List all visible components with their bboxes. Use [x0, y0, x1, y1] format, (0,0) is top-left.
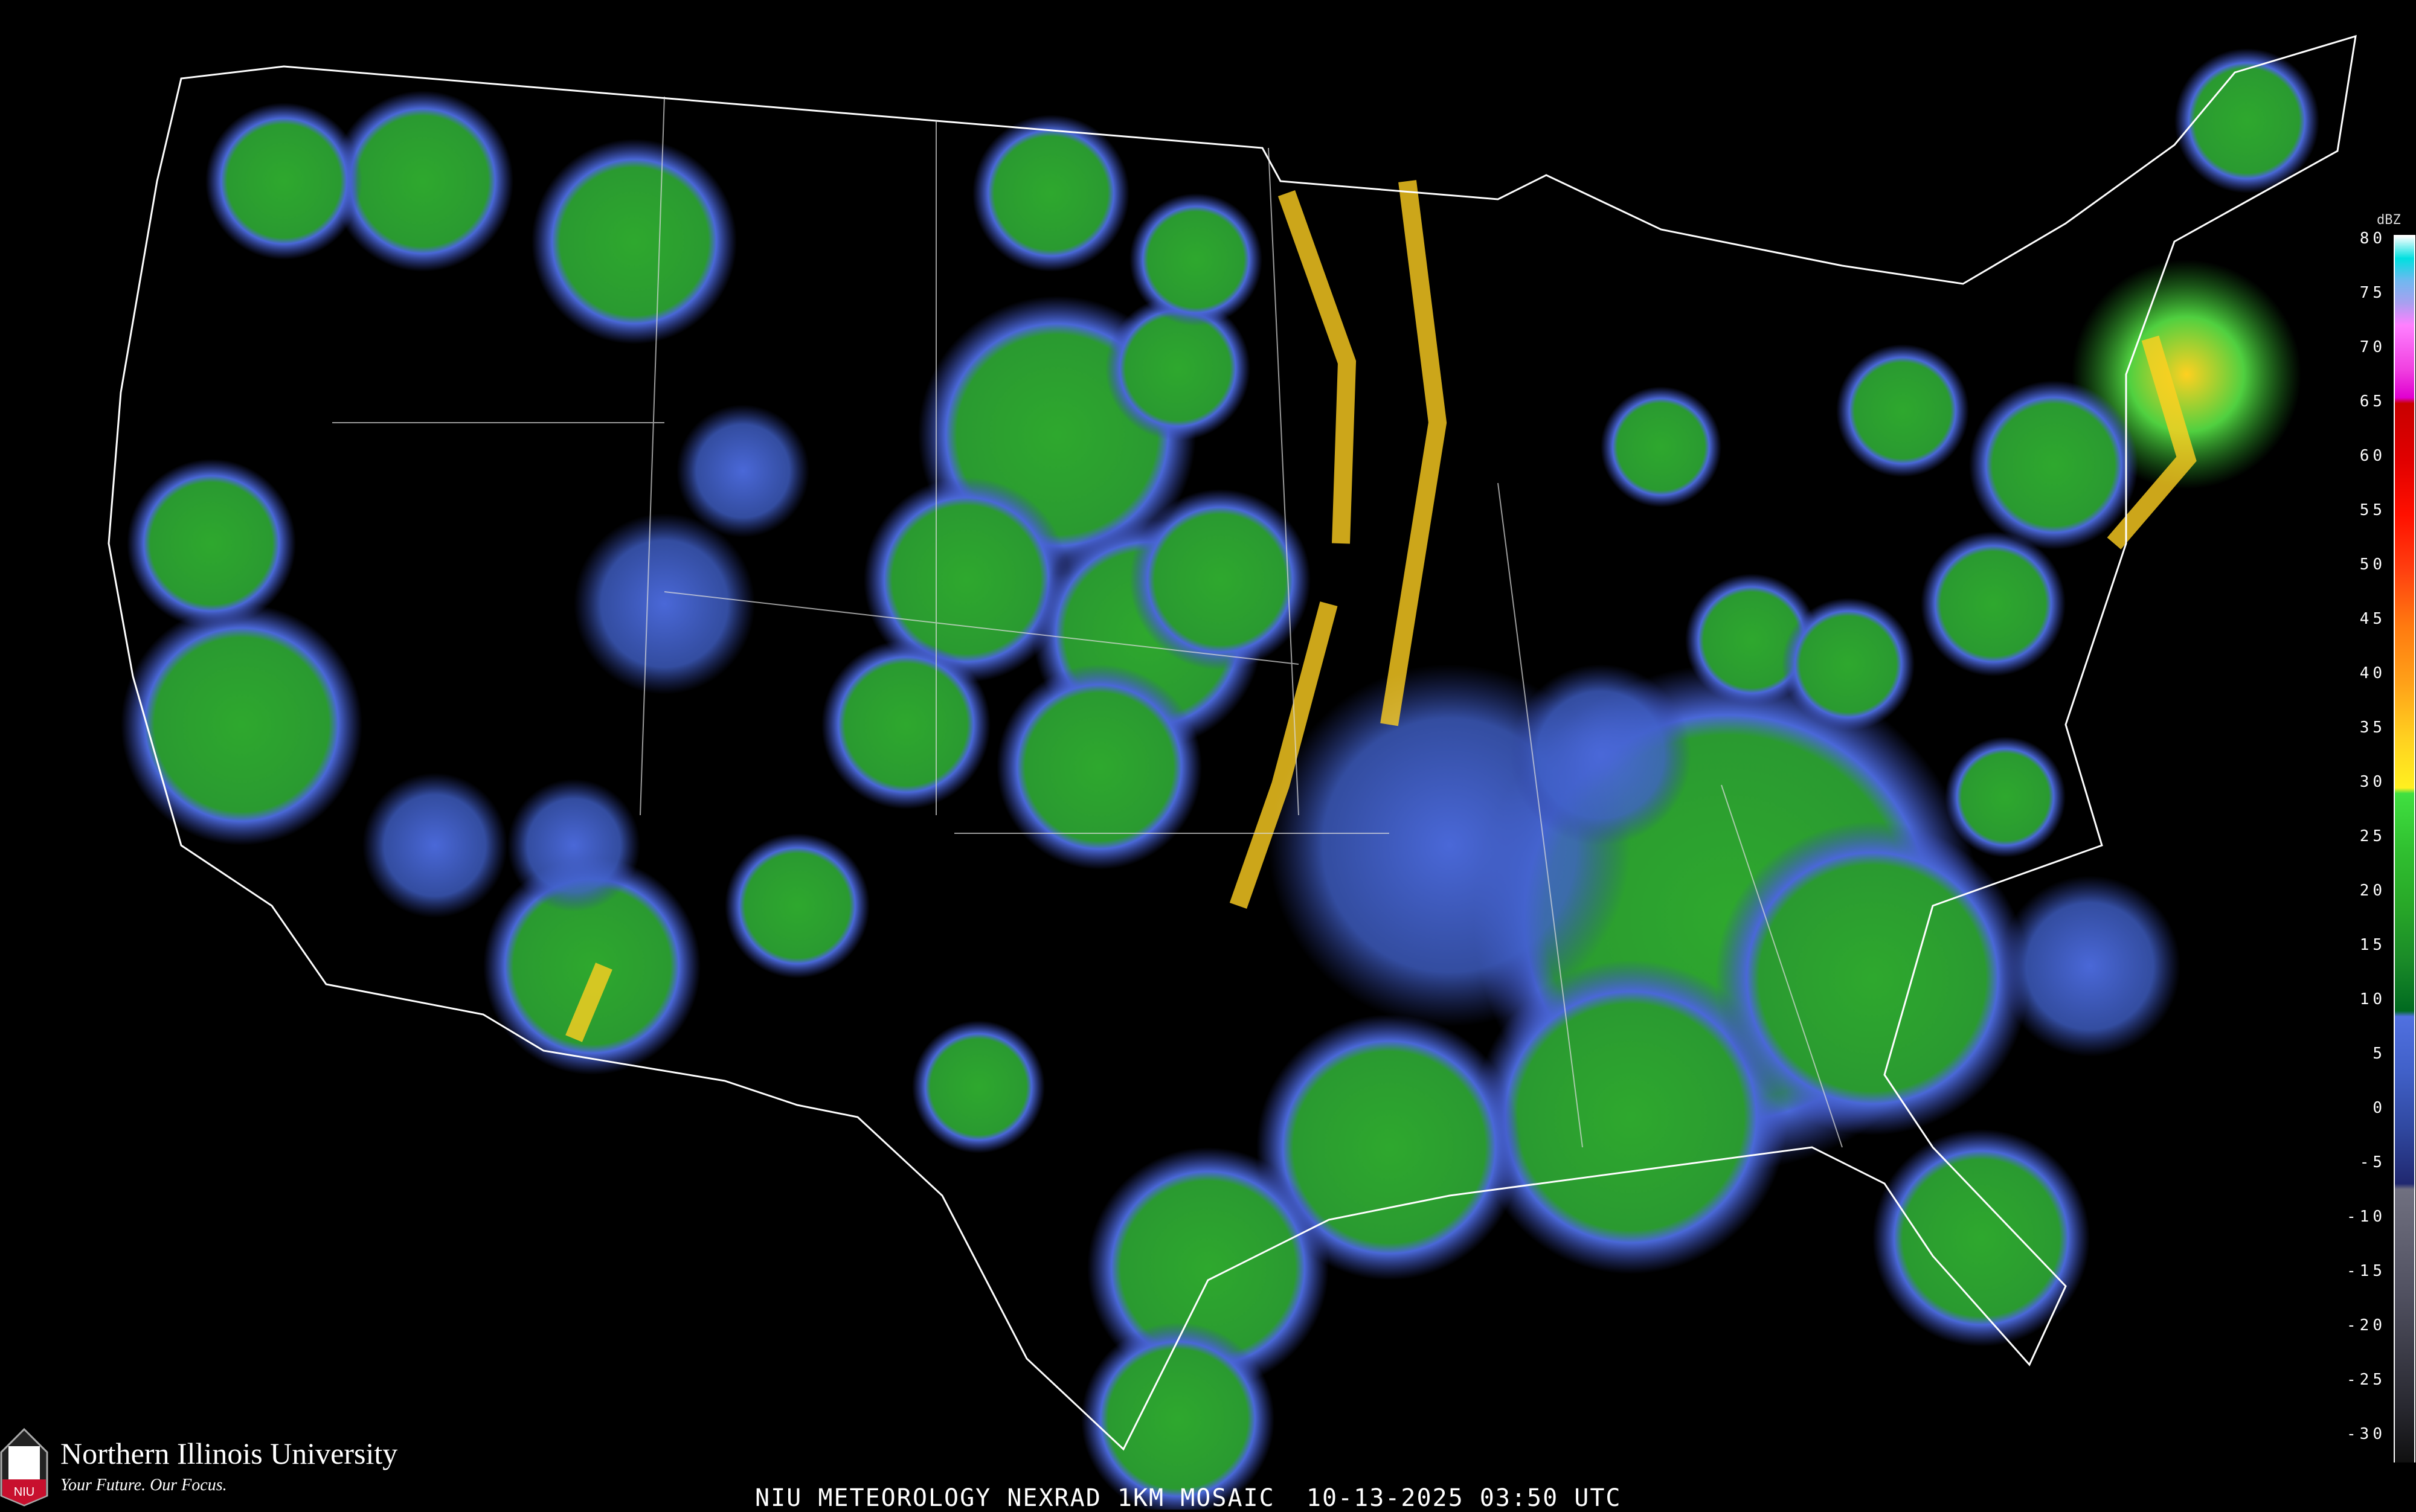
legend-tick-label: 10: [2359, 990, 2386, 1008]
legend-color-bar: [2394, 235, 2415, 1462]
legend-tick-label: 75: [2359, 284, 2386, 302]
storm-line: [2107, 335, 2197, 549]
radar-echo: [205, 103, 362, 260]
radar-echo: [676, 405, 809, 537]
radar-echo: [121, 604, 362, 845]
radar-echo: [1872, 1129, 2090, 1347]
radar-echo: [1129, 193, 1262, 326]
radar-echo: [725, 833, 870, 978]
radar-echo: [2174, 48, 2319, 193]
legend-tick-label: 60: [2359, 447, 2386, 465]
university-tagline: Your Future. Our Focus.: [60, 1476, 227, 1494]
radar-echo: [864, 477, 1069, 682]
legend-tick-label: 70: [2359, 338, 2386, 356]
map-title-timestamp: NIU METEOROLOGY NEXRAD 1KM MOSAIC 10-13-…: [755, 1484, 1622, 1512]
legend-tick-label: 0: [2373, 1099, 2386, 1117]
legend-tick-label: -10: [2347, 1208, 2386, 1226]
niu-logo: NIU: [0, 1428, 48, 1507]
state-border: [1268, 147, 1299, 816]
state-border: [1721, 784, 1843, 1148]
legend-tick-label: 30: [2359, 773, 2386, 791]
state-border: [1497, 482, 1583, 1148]
legend-tick-label: -15: [2347, 1262, 2386, 1280]
university-name: Northern Illinois University: [60, 1437, 398, 1470]
legend-tick-label: -20: [2347, 1316, 2386, 1334]
radar-echo: [1081, 1322, 1274, 1510]
radar-echo: [1715, 821, 2029, 1135]
radar-echo: [1921, 531, 2066, 676]
storm-line: [1229, 601, 1338, 909]
legend-tick-label: 80: [2359, 229, 2386, 248]
radar-echo: [1105, 296, 1250, 441]
radar-echo: [507, 779, 640, 912]
state-border: [640, 96, 665, 816]
legend-tick-label: -25: [2347, 1371, 2386, 1389]
radar-echo: [483, 857, 701, 1075]
legend-tick-label: 45: [2359, 610, 2386, 628]
radar-echo: [1510, 664, 1691, 845]
radar-echo: [127, 459, 296, 628]
radar-echo: [1945, 737, 2066, 857]
radar-echo: [1474, 960, 1788, 1274]
us-border-outline: [108, 34, 2357, 1451]
state-border: [664, 591, 1299, 665]
storm-line: [565, 963, 612, 1042]
radar-echo: [1782, 598, 1915, 731]
radar-echo: [1601, 386, 1721, 507]
dbz-color-legend: 80 75 70 65 60 55 50 45 40 35 30 25 20 15 10 5 0 -5 -10 -15…: [2344, 205, 2416, 1473]
storm-line: [1277, 190, 1357, 544]
radar-echo: [1999, 876, 2180, 1057]
radar-echo: [997, 664, 1202, 870]
svg-text:NIU: NIU: [14, 1485, 34, 1499]
legend-tick-label: 35: [2359, 719, 2386, 737]
radar-echo: [532, 139, 737, 344]
radar-echo: [1256, 1014, 1522, 1280]
legend-tick-label: 25: [2359, 827, 2386, 845]
state-borders: [332, 96, 1843, 1148]
legend-tick-label: 15: [2359, 936, 2386, 954]
legend-tick-label: -5: [2359, 1153, 2386, 1171]
radar-echoes: [121, 48, 2319, 1510]
radar-echo: [332, 91, 513, 272]
radar-echo: [912, 1020, 1045, 1153]
legend-tick-label: 50: [2359, 556, 2386, 574]
radar-echo: [1129, 489, 1311, 670]
legend-tick-label: 65: [2359, 392, 2386, 411]
storm-line: [1380, 180, 1447, 726]
radar-echo: [362, 773, 507, 918]
radar-echo: [1969, 380, 2138, 549]
legend-tick-label: -30: [2347, 1425, 2386, 1443]
radar-echo: [821, 640, 991, 809]
legend-tick-label: 40: [2359, 664, 2386, 682]
legend-tick-label: 20: [2359, 882, 2386, 900]
radar-echo: [1836, 344, 1969, 477]
legend-unit-label: dBZ: [2377, 213, 2401, 228]
legend-tick-label: 5: [2373, 1045, 2386, 1063]
legend-tick-label: 55: [2359, 501, 2386, 519]
radar-echo: [972, 115, 1129, 272]
radar-echo: [574, 513, 755, 694]
